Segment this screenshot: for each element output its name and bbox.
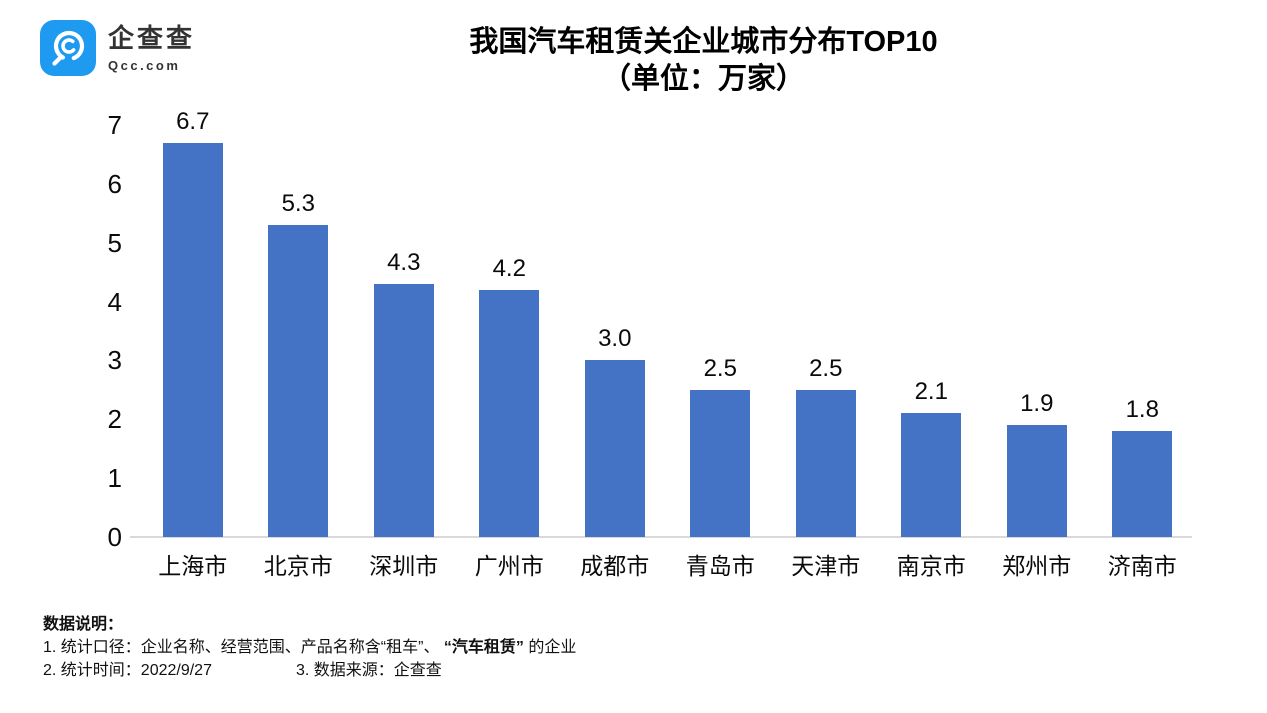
bar-value-label-青岛市: 2.5 bbox=[703, 354, 737, 382]
y-axis-tick-6: 6 bbox=[107, 168, 122, 199]
x-axis-label-北京市: 北京市 bbox=[263, 553, 333, 579]
y-axis-tick-5: 5 bbox=[107, 227, 122, 258]
x-axis-label-天津市: 天津市 bbox=[791, 553, 861, 579]
bar-value-label-成都市: 3.0 bbox=[598, 325, 632, 353]
bar-郑州市 bbox=[1006, 425, 1067, 537]
y-axis-tick-2: 2 bbox=[107, 404, 122, 435]
bar-slot-青岛市: 2.5 bbox=[668, 125, 774, 537]
note-scope-text: 1. 统计口径：企业名称、经营范围、产品名称含“租车”、 bbox=[43, 639, 444, 656]
data-notes: 数据说明： 1. 统计口径：企业名称、经营范围、产品名称含“租车”、 “汽车租赁… bbox=[43, 613, 1227, 682]
note-scope-bold-term: “汽车租赁” bbox=[443, 639, 524, 656]
chart-unit-subtitle: （单位：万家） bbox=[601, 63, 805, 95]
x-axis-label-上海市: 上海市 bbox=[158, 553, 228, 579]
bar-value-label-济南市: 1.8 bbox=[1125, 396, 1159, 424]
y-axis-tick-1: 1 bbox=[107, 463, 122, 494]
bar-广州市 bbox=[479, 289, 540, 537]
bar-深圳市 bbox=[373, 283, 434, 537]
bar-天津市 bbox=[795, 389, 856, 537]
bar-slot-成都市: 3.0 bbox=[562, 125, 668, 537]
bar-青岛市 bbox=[690, 389, 751, 537]
y-axis-tick-3: 3 bbox=[107, 345, 122, 376]
bar-value-label-上海市: 6.7 bbox=[176, 107, 210, 135]
bar-slot-北京市: 5.3 bbox=[246, 125, 352, 537]
bar-slot-深圳市: 4.3 bbox=[351, 125, 457, 537]
note-date: 2. 统计时间：2022/9/27 bbox=[43, 662, 212, 679]
data-notes-line1: 1. 统计口径：企业名称、经营范围、产品名称含“租车”、 “汽车租赁” 的企业 bbox=[43, 636, 1227, 659]
bar-value-label-广州市: 4.2 bbox=[492, 254, 526, 282]
x-axis-label-广州市: 广州市 bbox=[474, 553, 544, 579]
x-axis-label-成都市: 成都市 bbox=[580, 553, 650, 579]
bar-slot-济南市: 1.8 bbox=[1090, 125, 1196, 537]
qcc-logo-icon bbox=[40, 20, 96, 76]
x-axis-label-郑州市: 郑州市 bbox=[1002, 553, 1072, 579]
bar-成都市 bbox=[584, 360, 645, 537]
y-axis-tick-0: 0 bbox=[107, 522, 122, 552]
chart-title-block: 我国汽车租赁关企业城市分布TOP10 （单位：万家） bbox=[140, 24, 1267, 98]
bar-slot-南京市: 2.1 bbox=[879, 125, 985, 537]
note-scope-suffix: 的企业 bbox=[523, 639, 577, 656]
bar-value-label-南京市: 2.1 bbox=[914, 378, 948, 406]
bar-value-label-郑州市: 1.9 bbox=[1020, 390, 1054, 418]
x-axis-label-深圳市: 深圳市 bbox=[369, 553, 439, 579]
qcc-logo-name: 企查查 bbox=[108, 22, 196, 53]
bar-slot-广州市: 4.2 bbox=[457, 125, 563, 537]
bar-济南市 bbox=[1112, 431, 1173, 537]
data-notes-line2: 2. 统计时间：2022/9/27 3. 数据来源：企查查 bbox=[43, 659, 1227, 682]
note-source: 3. 数据来源：企查查 bbox=[295, 662, 442, 679]
qcc-logo: 企查查 Qcc.com bbox=[40, 20, 195, 76]
x-axis-label-青岛市: 青岛市 bbox=[685, 553, 755, 579]
bar-slot-郑州市: 1.9 bbox=[984, 125, 1090, 537]
chart-title: 我国汽车租赁关企业城市分布TOP10 bbox=[469, 26, 938, 58]
qcc-q-glyph bbox=[52, 30, 85, 66]
qcc-logo-domain: Qcc.com bbox=[108, 57, 181, 73]
bar-value-label-天津市: 2.5 bbox=[809, 354, 843, 382]
bar-slot-天津市: 2.5 bbox=[773, 125, 879, 537]
bar-南京市 bbox=[901, 413, 962, 537]
x-axis-labels: 上海市 北京市 深圳市 广州市 成都市 青岛市 天津市 南京市 郑州市 济南市 bbox=[140, 551, 1195, 581]
bar-value-label-北京市: 5.3 bbox=[281, 190, 315, 218]
y-axis-tick-7: 7 bbox=[107, 110, 122, 140]
bar-北京市 bbox=[268, 225, 329, 537]
bar-上海市 bbox=[162, 142, 223, 537]
data-notes-heading: 数据说明： bbox=[43, 616, 124, 633]
bar-slot-上海市: 6.7 bbox=[140, 108, 246, 537]
bar-value-label-深圳市: 4.3 bbox=[387, 248, 421, 276]
x-axis-label-南京市: 南京市 bbox=[896, 553, 966, 579]
plot-area: 6.7 5.3 4.3 4.2 3.0 2.5 2.5 2.1 1.9 1.8 bbox=[140, 108, 1196, 537]
x-axis-line bbox=[130, 536, 1192, 538]
y-axis-tick-4: 4 bbox=[107, 286, 122, 317]
x-axis-label-济南市: 济南市 bbox=[1107, 553, 1177, 579]
